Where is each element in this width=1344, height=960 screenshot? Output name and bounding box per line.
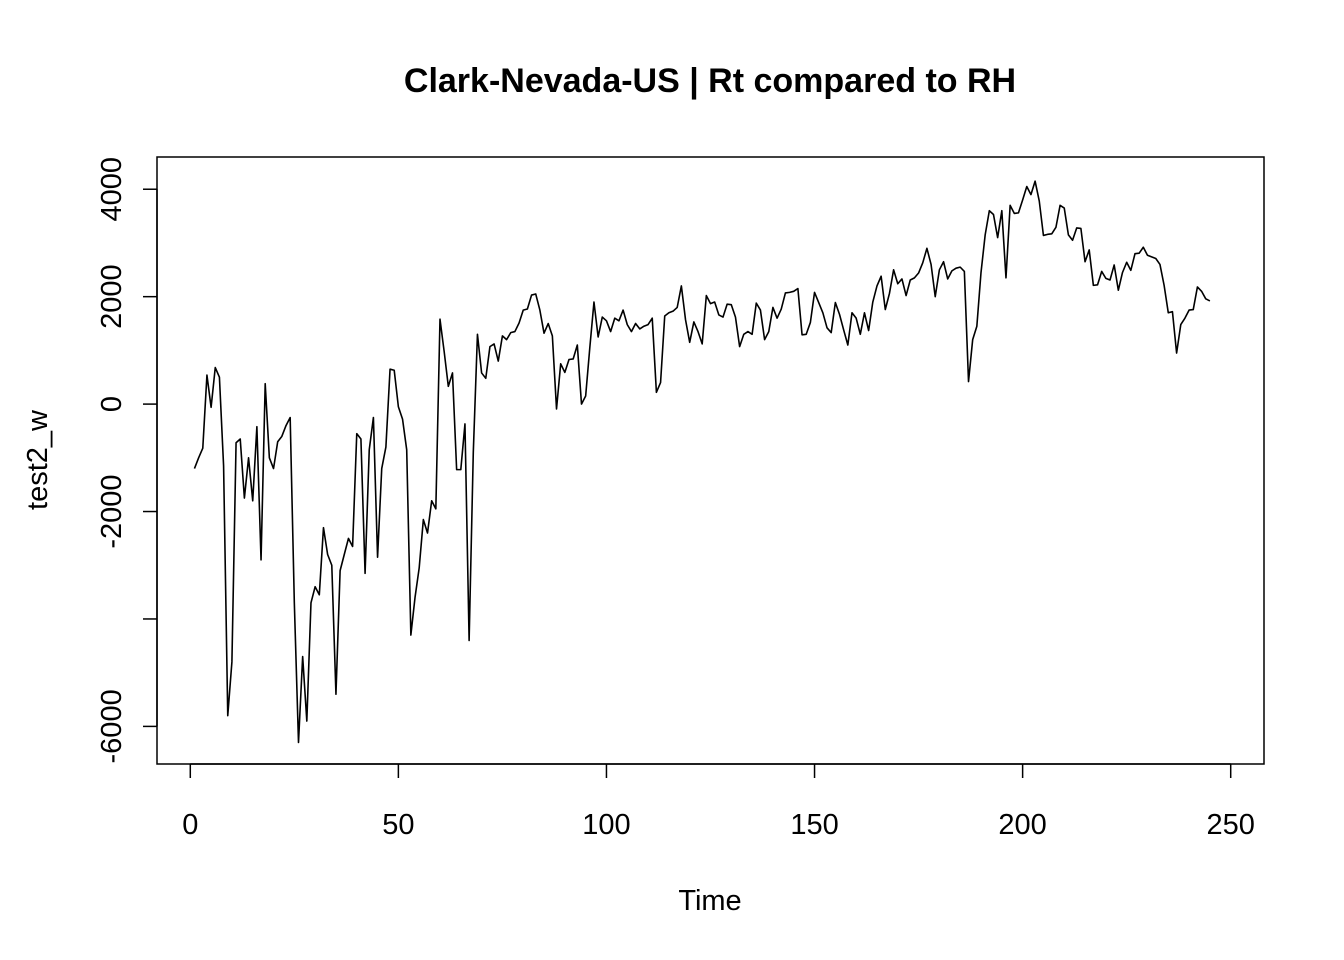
x-tick-label: 250 (1207, 809, 1255, 841)
plot-frame (156, 156, 1265, 765)
x-axis: 0 50 100 150 200 250 (182, 763, 1255, 841)
x-tick-label: 150 (790, 809, 838, 841)
x-tick-label: 0 (182, 809, 198, 841)
y-axis-label: test2_w (22, 409, 54, 510)
y-tick-label: 2000 (96, 264, 128, 329)
y-tick-label: 4000 (96, 157, 128, 222)
y-tick-label: -2000 (96, 474, 128, 548)
y-tick-label: 0 (96, 396, 128, 412)
y-tick-label: -6000 (96, 689, 128, 763)
x-axis-label: Time (678, 885, 741, 917)
x-tick-label: 100 (582, 809, 630, 841)
x-tick-label: 50 (382, 809, 414, 841)
y-axis: -6000 -2000 0 2000 4000 (96, 157, 158, 763)
x-tick-label: 200 (998, 809, 1046, 841)
series-line (193, 180, 1211, 744)
chart-title: Clark-Nevada-US | Rt compared to RH (404, 62, 1016, 100)
